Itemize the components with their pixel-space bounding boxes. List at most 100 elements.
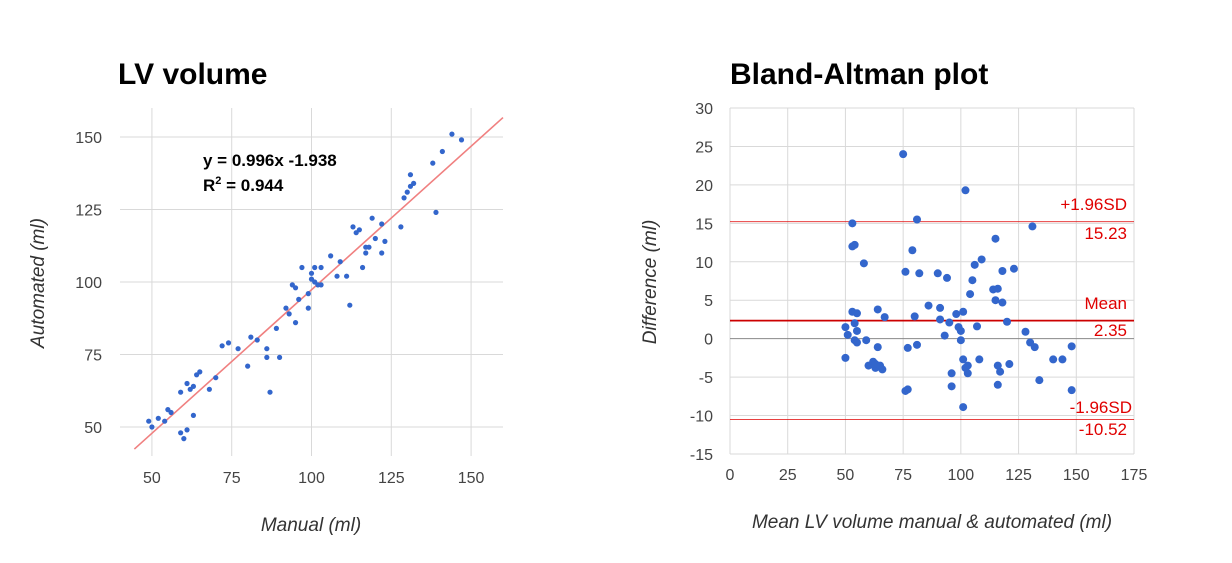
lv-volume-point-46 (334, 273, 340, 279)
lv-volume-xtick-2: 100 (298, 470, 325, 487)
lv-volume-point-68 (430, 160, 436, 166)
lv-volume-point-47 (337, 259, 343, 265)
bland-altman-point-28 (908, 246, 917, 255)
bland-altman-point-19 (873, 343, 882, 352)
lv-volume-point-63 (401, 195, 407, 201)
lv-volume-point-9 (178, 389, 184, 395)
bland-altman-point-35 (936, 303, 945, 312)
upper-limit-label: +1.96SD (1060, 195, 1127, 214)
lower-limit-value: -10.52 (1079, 420, 1127, 439)
lv-volume-grid (120, 108, 503, 456)
bland-altman-point-7 (850, 319, 859, 328)
lv-volume-point-61 (382, 238, 388, 244)
bland-altman-point-12 (859, 259, 868, 268)
bland-altman-xtick-3: 75 (894, 467, 912, 484)
lv-volume-point-8 (184, 427, 190, 433)
bland-altman-chart: Bland-Altman plot 0 25 50 75 100 125 150 175302… (640, 58, 1147, 533)
bland-altman-point-2 (843, 330, 852, 339)
bland-altman-ytick-2: 20 (695, 178, 713, 195)
lv-volume-point-3 (162, 418, 168, 424)
lv-volume-point-34 (296, 296, 302, 302)
lv-volume-point-29 (283, 305, 289, 311)
lv-volume-ytick-4: 150 (75, 130, 102, 147)
bland-altman-point-4 (848, 219, 857, 228)
lv-volume-point-2 (155, 415, 161, 421)
bland-altman-point-46 (959, 307, 968, 316)
lv-volume-point-40 (312, 264, 318, 271)
bland-altman-point-30 (912, 215, 921, 224)
bland-altman-point-45 (956, 326, 965, 335)
bland-altman-xtick-4: 100 (948, 467, 975, 484)
lv-volume-point-66 (407, 172, 414, 178)
bland-altman-point-53 (966, 290, 975, 299)
r-squared-label: R2 = 0.944 (203, 175, 284, 195)
bland-altman-point-23 (899, 150, 908, 159)
bland-altman-point-51 (963, 369, 972, 378)
lv-volume-point-50 (350, 224, 356, 230)
bland-altman-point-9 (852, 309, 861, 318)
lv-volume-point-48 (344, 273, 350, 279)
bland-altman-point-11 (852, 338, 861, 347)
lv-volume-point-35 (299, 264, 305, 271)
bland-altman-point-13 (862, 336, 871, 345)
lv-volume-point-39 (308, 270, 315, 276)
lv-volume-point-33 (292, 320, 299, 326)
bland-altman-point-78 (1067, 386, 1076, 395)
mean-value: 2.35 (1094, 321, 1127, 340)
lv-volume-xlabel: Manual (ml) (261, 515, 361, 536)
lv-volume-point-28 (276, 354, 283, 360)
bland-altman-point-52 (963, 361, 972, 370)
bland-altman-ytick-6: 0 (704, 332, 713, 349)
lv-volume-point-44 (318, 282, 324, 288)
lv-volume-point-6 (178, 430, 184, 436)
bland-altman-ytick-4: 10 (695, 255, 713, 272)
lv-volume-ylabel: Automated (ml) (28, 218, 49, 349)
lv-volume-point-27 (273, 325, 279, 331)
lv-volume-xtick-1: 75 (223, 470, 241, 487)
lv-volume-point-26 (267, 389, 273, 395)
bland-altman-ylabel: Difference (ml) (640, 220, 661, 345)
lv-volume-point-62 (398, 224, 404, 230)
bland-altman-point-70 (1009, 264, 1018, 273)
bland-altman-ytick-9: -15 (690, 447, 713, 464)
lv-volume-xtick-4: 150 (458, 470, 485, 487)
bland-altman-point-26 (903, 385, 912, 394)
lv-volume-point-52 (356, 227, 362, 233)
lv-volume-point-58 (372, 235, 378, 242)
bland-altman-point-10 (852, 326, 861, 335)
bland-altman-point-0 (841, 323, 850, 332)
bland-altman-xtick-6: 150 (1063, 467, 1090, 484)
bland-altman-title: Bland-Altman plot (730, 58, 988, 91)
bland-altman-point-44 (956, 336, 965, 345)
lv-volume-xtick-0: 50 (143, 470, 161, 487)
bland-altman-ytick-0: 30 (695, 101, 713, 118)
bland-altman-point-74 (1030, 343, 1039, 352)
lv-volume-point-53 (359, 264, 366, 271)
bland-altman-point-22 (880, 313, 889, 322)
lv-volume-chart: LV volume 50 75 100 125 150 50 75 100 125 150 y =… (28, 58, 504, 536)
bland-altman-point-64 (993, 380, 1002, 389)
lv-volume-point-72 (458, 137, 465, 143)
lv-volume-point-5 (168, 409, 174, 416)
bland-altman-point-39 (945, 318, 954, 327)
bland-altman-point-57 (975, 355, 984, 364)
lv-volume-point-20 (235, 346, 241, 352)
bland-altman-point-66 (998, 298, 1007, 307)
lv-volume-ticks: 50 75 100 125 150 50 75 100 125 150 (75, 130, 484, 487)
bland-altman-point-36 (936, 315, 945, 324)
bland-altman-point-76 (1049, 355, 1058, 364)
bland-altman-point-49 (961, 186, 970, 195)
lv-volume-point-64 (404, 189, 410, 195)
bland-altman-point-48 (959, 403, 968, 412)
bland-altman-point-77 (1058, 355, 1067, 364)
lv-volume-point-49 (347, 302, 353, 308)
bland-altman-grid (729, 107, 1135, 455)
bland-altman-point-63 (993, 361, 1002, 370)
lv-volume-ytick-1: 75 (84, 348, 102, 365)
lv-volume-point-18 (219, 343, 225, 349)
lv-volume-point-17 (213, 375, 219, 381)
bland-altman-point-67 (998, 267, 1007, 276)
bland-altman-point-21 (878, 365, 887, 374)
